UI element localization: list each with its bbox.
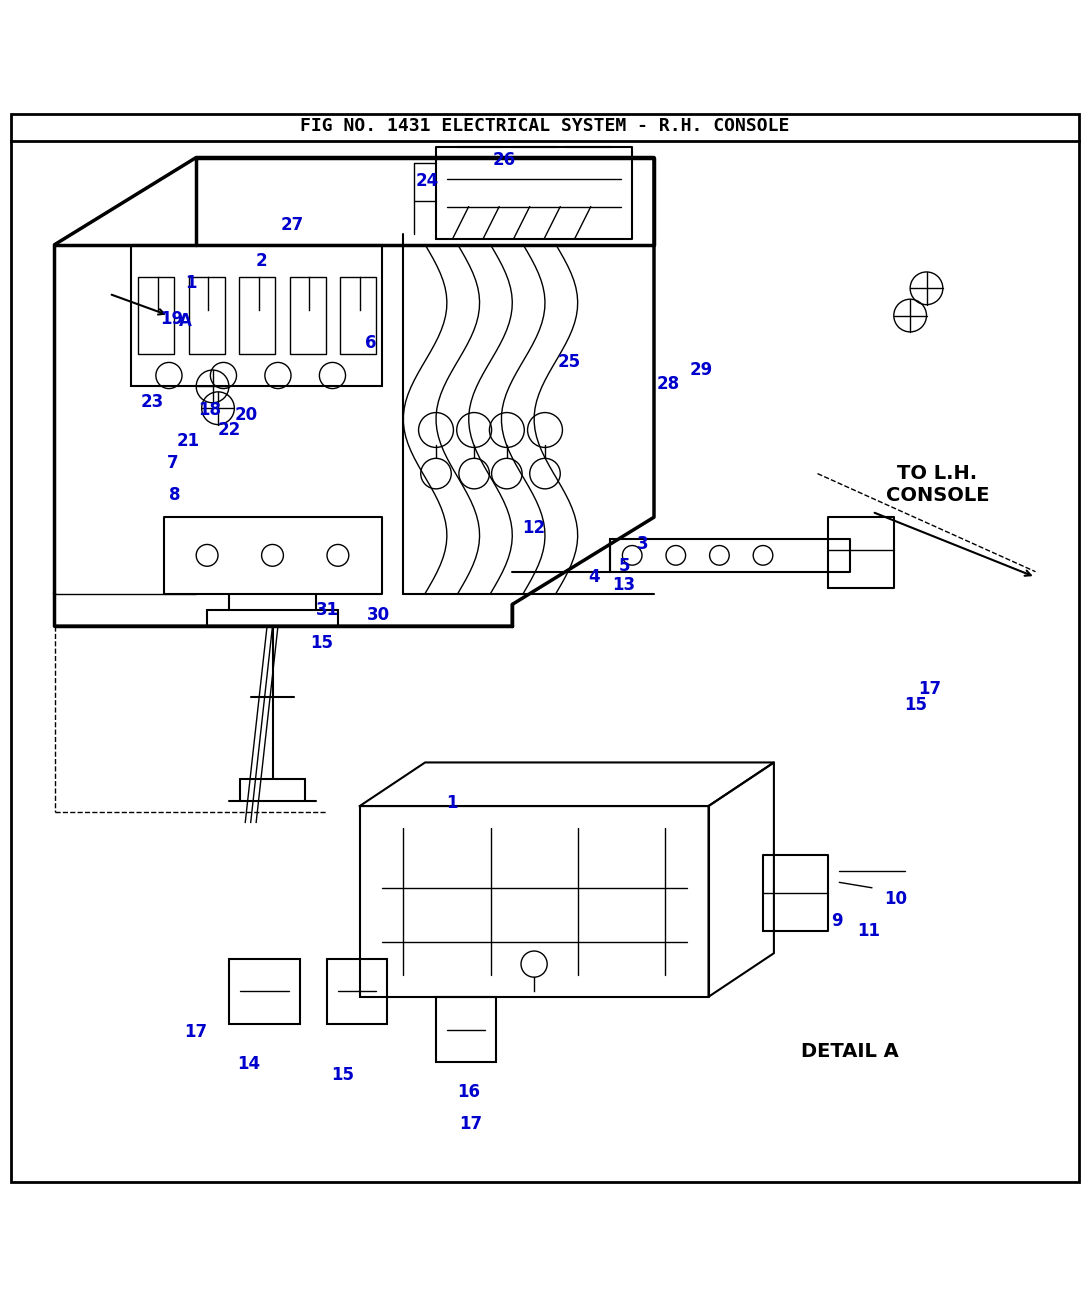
- Text: 17: 17: [918, 680, 942, 699]
- Text: 13: 13: [611, 575, 635, 594]
- Text: 17: 17: [184, 1023, 208, 1041]
- Text: DETAIL A: DETAIL A: [801, 1042, 899, 1061]
- Text: 1: 1: [447, 793, 458, 811]
- Text: 28: 28: [656, 376, 680, 393]
- Text: 26: 26: [493, 150, 517, 168]
- Text: 27: 27: [280, 216, 304, 235]
- Bar: [131, 245, 382, 386]
- Bar: [138, 277, 174, 354]
- Text: 23: 23: [141, 393, 165, 411]
- Bar: [340, 277, 376, 354]
- Text: 30: 30: [366, 607, 390, 625]
- Text: 8: 8: [169, 486, 180, 504]
- Text: 17: 17: [459, 1116, 483, 1133]
- Text: 2: 2: [256, 251, 267, 270]
- Bar: [240, 277, 276, 354]
- Text: 21: 21: [177, 432, 201, 450]
- Text: 20: 20: [234, 406, 258, 424]
- Text: 22: 22: [217, 421, 241, 439]
- Text: 5: 5: [619, 557, 630, 575]
- Text: 24: 24: [415, 172, 439, 191]
- Text: 25: 25: [557, 354, 581, 372]
- Text: 15: 15: [904, 696, 928, 714]
- Text: TO L.H.
CONSOLE: TO L.H. CONSOLE: [886, 464, 989, 505]
- Text: 16: 16: [457, 1082, 481, 1100]
- Text: 14: 14: [237, 1055, 261, 1073]
- Bar: [436, 997, 496, 1063]
- Text: 7: 7: [167, 454, 178, 472]
- Bar: [290, 277, 326, 354]
- Text: 9: 9: [832, 911, 843, 929]
- Text: FIG NO. 1431 ELECTRICAL SYSTEM - R.H. CONSOLE: FIG NO. 1431 ELECTRICAL SYSTEM - R.H. CO…: [301, 117, 789, 135]
- Text: 10: 10: [884, 889, 908, 907]
- Text: 1: 1: [185, 273, 196, 292]
- Bar: [327, 959, 387, 1024]
- Text: 15: 15: [310, 634, 334, 652]
- Bar: [189, 277, 225, 354]
- Text: 29: 29: [689, 362, 713, 378]
- Text: 11: 11: [857, 923, 881, 941]
- Text: 18: 18: [197, 402, 221, 420]
- Text: A: A: [179, 312, 192, 330]
- Text: 6: 6: [365, 334, 376, 351]
- Text: 19: 19: [160, 310, 184, 328]
- Text: 4: 4: [589, 568, 600, 586]
- Text: 31: 31: [315, 601, 339, 619]
- Text: 12: 12: [522, 520, 546, 537]
- Text: 15: 15: [330, 1067, 354, 1085]
- Bar: [229, 959, 300, 1024]
- Text: 3: 3: [638, 535, 649, 553]
